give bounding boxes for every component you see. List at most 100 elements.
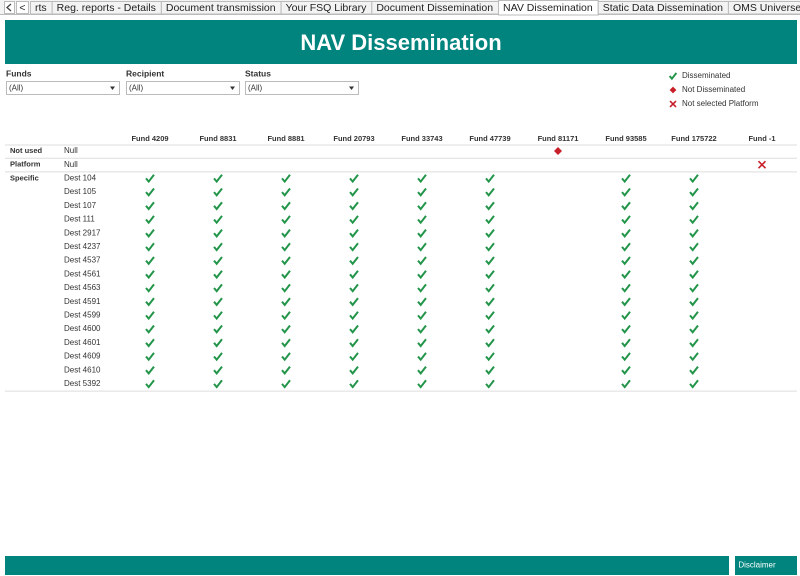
icon-disseminated: [145, 201, 155, 211]
icon-disseminated: [213, 174, 223, 184]
filter-value: (All): [9, 84, 24, 93]
disclaimer-label[interactable]: Disclaimer: [738, 561, 776, 570]
icon-disseminated: [621, 324, 631, 334]
legend-label: Not selected Platform: [682, 99, 759, 108]
tab-label[interactable]: Reg. reports - Details: [57, 2, 156, 14]
icon-disseminated: [621, 338, 631, 348]
icon-disseminated: [145, 242, 155, 252]
row-label: Dest 105: [64, 187, 97, 196]
icon-disseminated: [689, 283, 699, 293]
row-label: Dest 5392: [64, 379, 101, 388]
icon-disseminated: [621, 283, 631, 293]
icon-disseminated: [621, 201, 631, 211]
icon-disseminated: [689, 201, 699, 211]
icon-disseminated: [485, 242, 495, 252]
icon-disseminated: [213, 338, 223, 348]
filter-dropdown[interactable]: [245, 81, 359, 95]
icon-disseminated: [689, 256, 699, 266]
icon-disseminated: [349, 215, 359, 225]
icon-disseminated: [621, 379, 631, 389]
icon-disseminated: [349, 270, 359, 280]
icon-disseminated: [213, 256, 223, 266]
tab-label[interactable]: NAV Dissemination: [503, 2, 593, 14]
tab-label[interactable]: Document Dissemination: [376, 2, 493, 14]
icon-disseminated: [621, 352, 631, 362]
icon-disseminated: [689, 324, 699, 334]
filter-label: Status: [245, 68, 271, 78]
row-label: Dest 4591: [64, 297, 101, 306]
tab-label[interactable]: rts: [35, 2, 47, 14]
icon-disseminated: [689, 242, 699, 252]
icon-disseminated: [689, 174, 699, 184]
icon-disseminated: [417, 215, 427, 225]
row-label: Dest 4601: [64, 338, 101, 347]
icon-disseminated: [213, 187, 223, 197]
icon-disseminated: [349, 201, 359, 211]
icon-disseminated: [417, 352, 427, 362]
row-label: Dest 4537: [64, 256, 101, 265]
icon-disseminated: [485, 270, 495, 280]
filter-dropdown[interactable]: [6, 81, 120, 95]
row-label: Dest 4609: [64, 352, 101, 361]
icon-disseminated: [485, 311, 495, 321]
row-label: Dest 4600: [64, 324, 101, 333]
column-header: Fund 33743: [401, 134, 442, 143]
icon-disseminated: [281, 352, 291, 362]
icon-disseminated: [417, 324, 427, 334]
tab-label[interactable]: Document transmission: [166, 2, 276, 14]
tab-scroll-prev-icon: <: [19, 2, 25, 14]
row-label: Dest 4610: [64, 365, 101, 374]
icon-disseminated: [213, 201, 223, 211]
icon-disseminated: [485, 187, 495, 197]
column-header: Fund 81171: [538, 134, 579, 143]
icon-disseminated: [485, 228, 495, 238]
dropdown-arrow: [110, 86, 115, 90]
tab-label[interactable]: Static Data Dissemination: [603, 2, 723, 14]
tab-label[interactable]: Your FSQ Library: [286, 2, 367, 14]
icon-disseminated: [213, 324, 223, 334]
icon-disseminated: [281, 242, 291, 252]
icon-disseminated: [145, 228, 155, 238]
column-header: Fund 4209: [131, 134, 168, 143]
icon-disseminated: [349, 187, 359, 197]
column-header: Fund 93585: [605, 134, 646, 143]
icon-disseminated: [281, 187, 291, 197]
column-header: Fund 8831: [199, 134, 236, 143]
icon-disseminated: [349, 242, 359, 252]
tab-scroll-first[interactable]: [4, 1, 15, 14]
icon-disseminated: [349, 379, 359, 389]
tab[interactable]: [727, 1, 800, 15]
icon-disseminated: [417, 270, 427, 280]
icon-disseminated: [689, 297, 699, 307]
icon-disseminated: [145, 174, 155, 184]
icon-disseminated: [689, 228, 699, 238]
icon-disseminated: [485, 174, 495, 184]
icon-disseminated: [349, 352, 359, 362]
icon-disseminated: [213, 242, 223, 252]
icon-not-disseminated: [554, 147, 562, 155]
icon-disseminated: [417, 311, 427, 321]
row-label: Dest 4237: [64, 242, 101, 251]
header-bar: [5, 20, 797, 64]
icon-disseminated: [213, 270, 223, 280]
icon-disseminated: [485, 283, 495, 293]
icon-not-selected-platform: [757, 160, 767, 169]
icon-disseminated: [145, 256, 155, 266]
row-label: Dest 107: [64, 201, 97, 210]
icon-disseminated: [485, 256, 495, 266]
filter-value: (All): [129, 84, 144, 93]
icon-disseminated: [689, 270, 699, 280]
disclaimer-button[interactable]: [735, 556, 797, 575]
icon-disseminated: [213, 228, 223, 238]
icon-disseminated: [349, 311, 359, 321]
icon-disseminated: [281, 365, 291, 375]
tab-scroll-prev[interactable]: [16, 1, 29, 14]
row-label: Dest 4599: [64, 311, 101, 320]
icon-disseminated: [145, 283, 155, 293]
icon-disseminated: [417, 297, 427, 307]
filter-dropdown[interactable]: [126, 81, 240, 95]
icon-disseminated: [689, 311, 699, 321]
icon-disseminated: [621, 311, 631, 321]
tab-label[interactable]: OMS Universe: [733, 2, 800, 14]
icon-disseminated: [417, 379, 427, 389]
